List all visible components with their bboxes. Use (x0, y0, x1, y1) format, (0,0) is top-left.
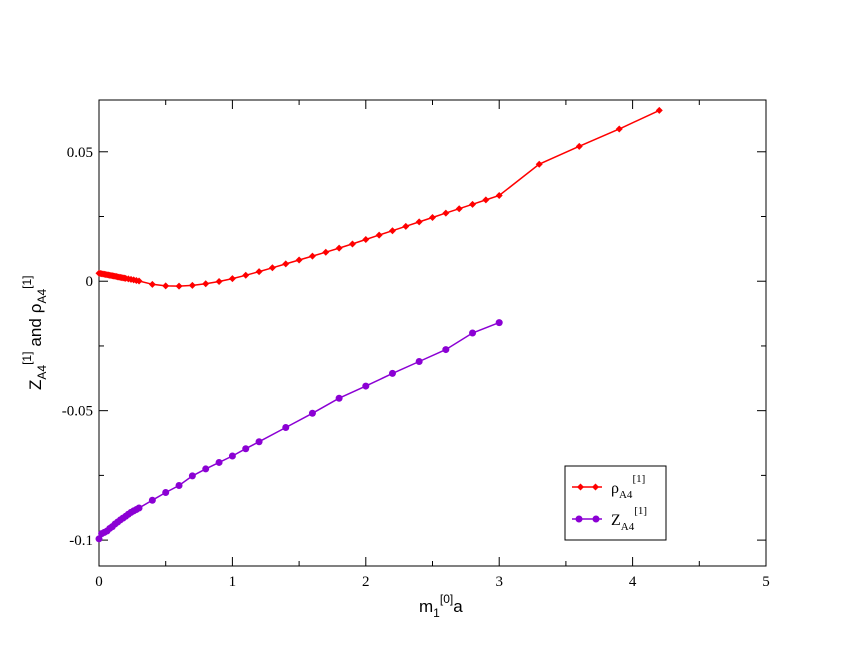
data-point-rho (402, 222, 410, 230)
data-point-z (175, 481, 183, 489)
data-point-z (469, 329, 477, 337)
y-tick-label: -0.1 (69, 533, 93, 549)
data-point-rho (535, 160, 543, 168)
series-line-1 (98, 321, 500, 540)
data-point-rho (429, 214, 436, 222)
data-point-rho (362, 236, 370, 244)
legend-marker-rho-end (592, 483, 599, 491)
series-layer (95, 106, 663, 543)
data-point-z (135, 504, 143, 512)
x-tick-label: 1 (229, 574, 237, 590)
legend-marker-rho (577, 483, 584, 491)
legend-label-z: ZA4[1] (611, 505, 647, 533)
data-point-z (308, 409, 316, 417)
data-point-rho (469, 200, 477, 208)
data-point-z (335, 394, 343, 402)
y-axis: -0.1 -0.05 0 0.05 (62, 145, 766, 549)
data-point-rho (495, 192, 503, 200)
x-tick-label: 5 (762, 574, 770, 590)
data-point-rho (455, 205, 463, 213)
data-point-rho (348, 240, 356, 248)
data-point-rho (335, 244, 343, 252)
data-point-rho (415, 218, 423, 226)
legend: ρA4[1] ZA4[1] (564, 465, 667, 541)
data-point-z (95, 535, 103, 543)
data-point-z (162, 488, 170, 496)
data-point-z (442, 346, 450, 354)
data-point-rho (575, 142, 583, 150)
data-point-rho (188, 281, 196, 289)
data-point-rho (175, 282, 183, 290)
data-point-z (148, 496, 156, 504)
data-point-rho (322, 248, 330, 256)
data-point-rho (282, 260, 290, 268)
y-tick-label: 0.05 (67, 145, 93, 161)
data-point-rho (202, 280, 210, 288)
data-point-z (388, 369, 396, 377)
data-point-z (255, 438, 263, 446)
data-point-rho (135, 277, 143, 285)
y-tick-label: 0 (86, 274, 94, 290)
data-point-z (228, 452, 236, 460)
data-point-z (242, 445, 250, 453)
legend-box (564, 465, 667, 541)
data-point-z (495, 319, 503, 327)
x-tick-label: 0 (95, 574, 103, 590)
data-point-z (215, 458, 223, 466)
data-point-rho (268, 264, 276, 272)
data-point-rho (308, 252, 316, 260)
y-tick-label: -0.05 (62, 404, 93, 420)
data-point-z (188, 472, 196, 480)
data-point-rho (388, 227, 396, 235)
data-point-rho (442, 209, 450, 217)
data-point-rho (148, 280, 156, 288)
data-point-rho (375, 231, 383, 239)
x-axis: 0 1 2 3 4 5 (95, 100, 770, 590)
data-point-rho (242, 271, 250, 279)
y-axis-label: ZA4[1]andρA4[1] (20, 276, 49, 391)
data-point-z (282, 423, 290, 431)
legend-marker-z (575, 515, 583, 523)
data-point-rho (655, 106, 663, 114)
data-point-rho (228, 275, 236, 283)
data-point-z (362, 382, 370, 390)
x-axis-label: m1[0]a (419, 592, 463, 620)
data-point-rho (295, 256, 303, 264)
data-point-rho (255, 268, 263, 276)
series-line-0 (98, 109, 660, 287)
data-point-rho (215, 277, 223, 285)
legend-marker-z-end (592, 515, 600, 523)
x-tick-label: 4 (629, 574, 637, 590)
x-tick-label: 3 (495, 574, 503, 590)
data-point-rho (482, 196, 490, 204)
data-point-rho (162, 282, 170, 290)
legend-label-rho: ρA4[1] (611, 473, 645, 501)
data-point-rho (615, 125, 623, 133)
x-tick-label: 2 (362, 574, 370, 590)
data-point-z (415, 357, 423, 365)
data-point-z (202, 465, 210, 473)
